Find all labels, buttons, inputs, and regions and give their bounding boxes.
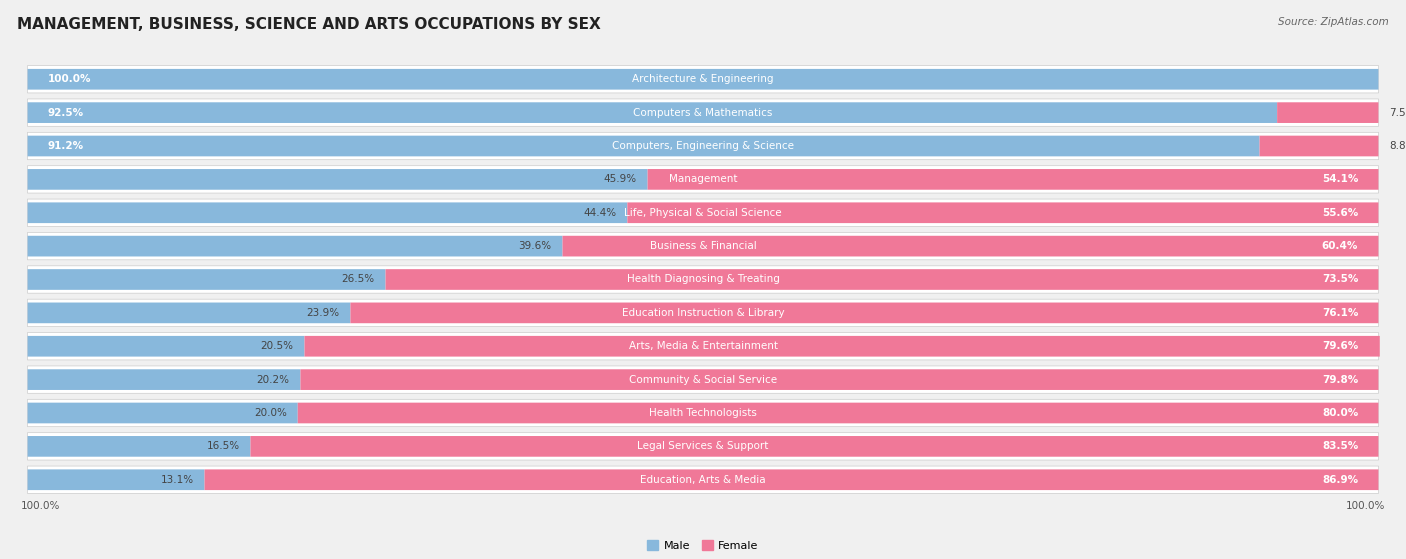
Text: 100.0%: 100.0% [1346, 501, 1385, 511]
FancyBboxPatch shape [28, 69, 1378, 89]
Text: 20.5%: 20.5% [260, 341, 294, 351]
FancyBboxPatch shape [28, 369, 301, 390]
FancyBboxPatch shape [28, 165, 1378, 193]
Text: 16.5%: 16.5% [207, 442, 239, 451]
FancyBboxPatch shape [627, 202, 1378, 223]
Text: 91.2%: 91.2% [48, 141, 84, 151]
FancyBboxPatch shape [28, 65, 1378, 93]
FancyBboxPatch shape [28, 132, 1378, 160]
Text: 20.0%: 20.0% [254, 408, 287, 418]
Text: 86.9%: 86.9% [1322, 475, 1358, 485]
Text: 76.1%: 76.1% [1322, 308, 1358, 318]
Text: 23.9%: 23.9% [307, 308, 340, 318]
Text: Business & Financial: Business & Financial [650, 241, 756, 251]
FancyBboxPatch shape [28, 266, 1378, 293]
Text: Arts, Media & Entertainment: Arts, Media & Entertainment [628, 341, 778, 351]
Text: Architecture & Engineering: Architecture & Engineering [633, 74, 773, 84]
Text: 26.5%: 26.5% [342, 274, 375, 285]
FancyBboxPatch shape [28, 199, 1378, 226]
FancyBboxPatch shape [648, 169, 1378, 190]
Text: 13.1%: 13.1% [160, 475, 194, 485]
Text: 100.0%: 100.0% [21, 501, 60, 511]
Text: 39.6%: 39.6% [519, 241, 551, 251]
FancyBboxPatch shape [28, 269, 385, 290]
Text: 55.6%: 55.6% [1322, 208, 1358, 218]
Text: Health Technologists: Health Technologists [650, 408, 756, 418]
Text: 79.8%: 79.8% [1322, 375, 1358, 385]
FancyBboxPatch shape [28, 136, 1260, 157]
FancyBboxPatch shape [1260, 136, 1378, 157]
Text: MANAGEMENT, BUSINESS, SCIENCE AND ARTS OCCUPATIONS BY SEX: MANAGEMENT, BUSINESS, SCIENCE AND ARTS O… [17, 17, 600, 32]
FancyBboxPatch shape [28, 169, 648, 190]
Text: 45.9%: 45.9% [603, 174, 637, 184]
FancyBboxPatch shape [305, 336, 1379, 357]
Text: 83.5%: 83.5% [1322, 442, 1358, 451]
Text: 8.8%: 8.8% [1389, 141, 1406, 151]
FancyBboxPatch shape [28, 333, 1378, 360]
Text: Health Diagnosing & Treating: Health Diagnosing & Treating [627, 274, 779, 285]
Text: 54.1%: 54.1% [1322, 174, 1358, 184]
Text: Computers & Mathematics: Computers & Mathematics [633, 108, 773, 117]
FancyBboxPatch shape [28, 399, 1378, 427]
Text: Source: ZipAtlas.com: Source: ZipAtlas.com [1278, 17, 1389, 27]
FancyBboxPatch shape [28, 233, 1378, 260]
Text: Community & Social Service: Community & Social Service [628, 375, 778, 385]
FancyBboxPatch shape [28, 402, 298, 423]
Legend: Male, Female: Male, Female [643, 536, 763, 556]
Text: Education, Arts & Media: Education, Arts & Media [640, 475, 766, 485]
Text: Management: Management [669, 174, 737, 184]
Text: Education Instruction & Library: Education Instruction & Library [621, 308, 785, 318]
FancyBboxPatch shape [28, 466, 1378, 494]
Text: Legal Services & Support: Legal Services & Support [637, 442, 769, 451]
FancyBboxPatch shape [28, 102, 1277, 123]
FancyBboxPatch shape [250, 436, 1378, 457]
FancyBboxPatch shape [28, 302, 350, 323]
FancyBboxPatch shape [28, 470, 204, 490]
FancyBboxPatch shape [301, 369, 1378, 390]
FancyBboxPatch shape [385, 269, 1378, 290]
Text: 73.5%: 73.5% [1322, 274, 1358, 285]
Text: 92.5%: 92.5% [48, 108, 84, 117]
Text: Computers, Engineering & Science: Computers, Engineering & Science [612, 141, 794, 151]
FancyBboxPatch shape [298, 402, 1378, 423]
Text: 44.4%: 44.4% [583, 208, 617, 218]
FancyBboxPatch shape [28, 366, 1378, 394]
Text: Life, Physical & Social Science: Life, Physical & Social Science [624, 208, 782, 218]
Text: 7.5%: 7.5% [1389, 108, 1406, 117]
Text: 60.4%: 60.4% [1322, 241, 1358, 251]
FancyBboxPatch shape [28, 436, 250, 457]
FancyBboxPatch shape [1277, 102, 1378, 123]
FancyBboxPatch shape [204, 470, 1378, 490]
FancyBboxPatch shape [28, 236, 562, 257]
FancyBboxPatch shape [28, 202, 627, 223]
FancyBboxPatch shape [28, 299, 1378, 326]
Text: 20.2%: 20.2% [257, 375, 290, 385]
FancyBboxPatch shape [28, 336, 305, 357]
FancyBboxPatch shape [350, 302, 1378, 323]
FancyBboxPatch shape [28, 433, 1378, 460]
Text: 79.6%: 79.6% [1322, 341, 1358, 351]
Text: 80.0%: 80.0% [1322, 408, 1358, 418]
FancyBboxPatch shape [28, 99, 1378, 126]
Text: 100.0%: 100.0% [48, 74, 91, 84]
FancyBboxPatch shape [562, 236, 1378, 257]
